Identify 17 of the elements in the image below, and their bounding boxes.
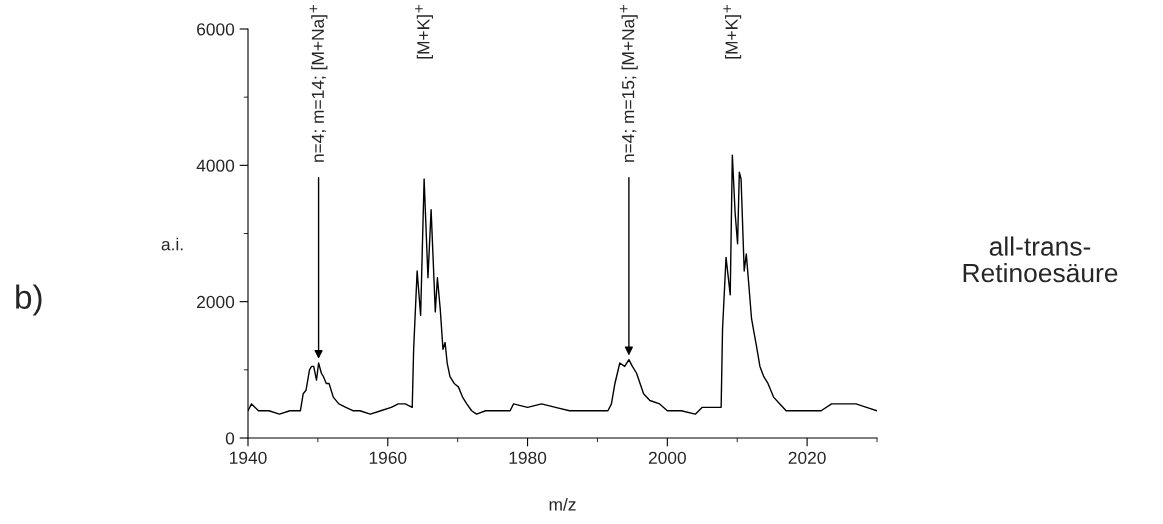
y-tick-label: 6000 [197,23,235,36]
x-axis-title: m/z [549,497,576,511]
x-tick-label: 2020 [788,451,826,464]
annotation: [M+K]$^{+}$ [415,4,433,59]
annotation: n=4; m=14; [M+Na]$^{+}$ [309,4,328,162]
y-tick-label: 2000 [197,295,235,309]
text: all-trans- Retinoesäure [963,236,1118,283]
x-tick-label: 1940 [230,451,267,464]
x-tick-label: 1960 [369,451,407,464]
x-tick-label: 2000 [648,451,686,464]
y-tick-label: 4000 [196,159,235,172]
y-tick-label: 0 [225,432,235,445]
x-tick-label: 1980 [509,451,547,464]
text: b) [16,284,42,316]
annotation: [M+K]$^{+}$ [723,4,742,59]
annotation: n=4; m=15; [M+Na]$^{+}$ [619,4,638,162]
y-axis-title: a.i. [161,237,183,251]
